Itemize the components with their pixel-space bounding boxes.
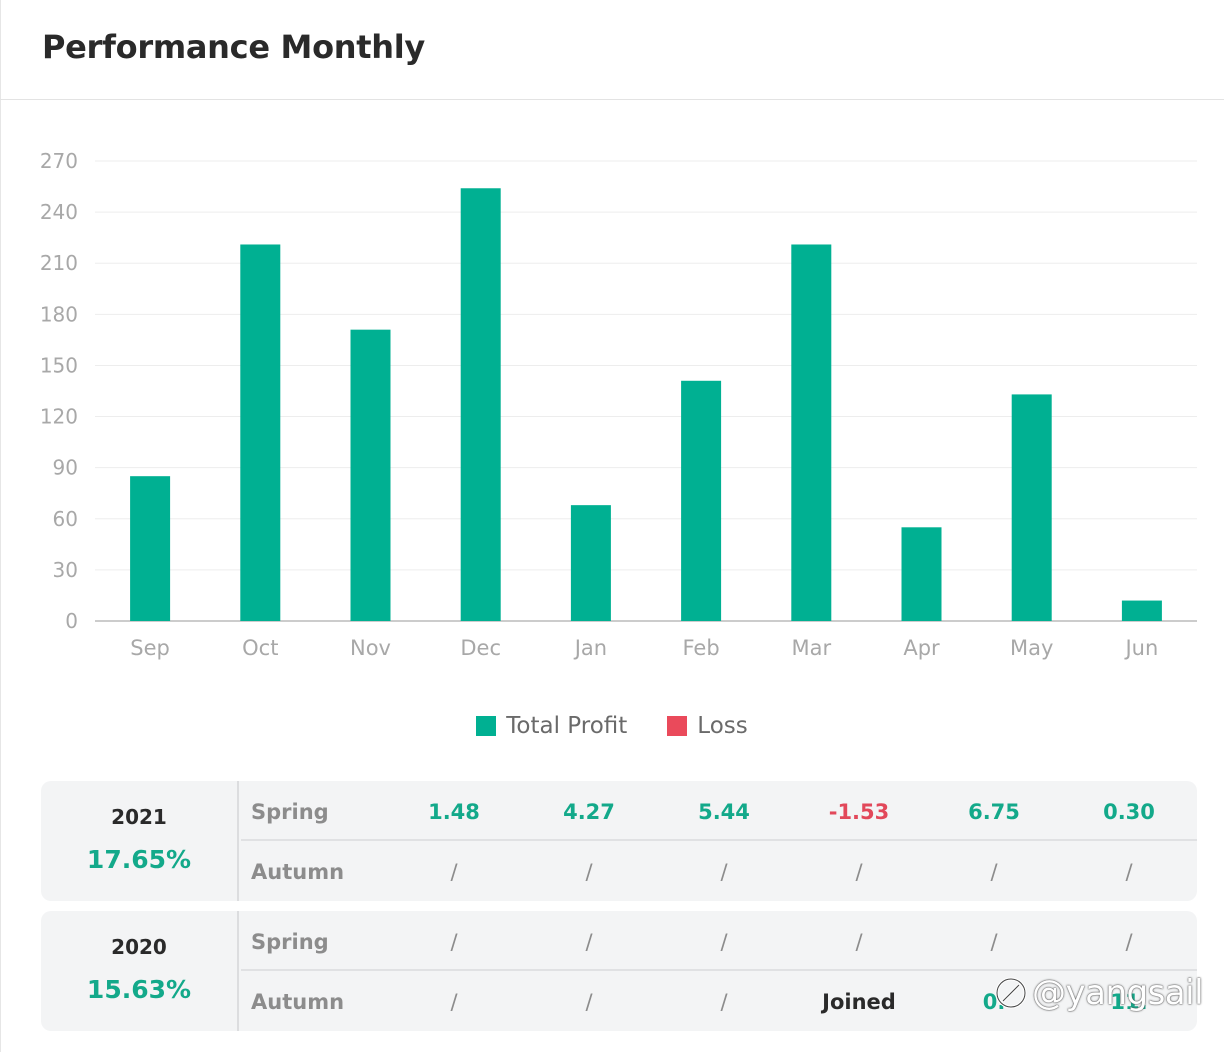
chart-legend: Total Profit Loss xyxy=(0,706,1224,746)
table-cell: 6.75 xyxy=(968,800,1020,824)
legend-item-total-profit[interactable]: Total Profit xyxy=(476,713,627,739)
season-label: Autumn xyxy=(251,860,345,884)
season-label: Autumn xyxy=(251,990,345,1014)
bar-feb xyxy=(681,380,722,621)
table-cell: / xyxy=(1125,930,1133,954)
table-cell: / xyxy=(450,860,458,884)
zhihu-logo-icon xyxy=(995,977,1027,1009)
table-cell: / xyxy=(855,860,863,884)
bar-oct xyxy=(240,244,281,621)
table-cell: 0.30 xyxy=(1103,800,1155,824)
table-cell: 0. xyxy=(982,990,1006,1014)
bar-mar xyxy=(791,244,832,621)
table-row-autumn: Autumn / / / / / / xyxy=(241,841,1197,901)
season-label: Spring xyxy=(251,930,329,954)
table-row-spring: Spring 1.48 4.27 5.44 -1.53 6.75 0.30 xyxy=(241,781,1197,841)
y-tick-label: 60 xyxy=(53,507,78,531)
bar-may xyxy=(1011,394,1052,621)
x-tick-label: Nov xyxy=(350,636,391,660)
legend-swatch-loss xyxy=(667,716,688,736)
x-tick-label: Jun xyxy=(1123,636,1158,660)
y-tick-label: 270 xyxy=(40,149,78,173)
table-cell: -1.53 xyxy=(828,800,890,824)
bar-dec xyxy=(460,188,501,621)
table-cell: / xyxy=(1125,860,1133,884)
y-tick-label: 30 xyxy=(53,558,78,582)
year-label: 2020 xyxy=(111,935,167,959)
bar-sep xyxy=(130,476,171,621)
x-tick-label: Feb xyxy=(683,636,720,660)
x-tick-label: Oct xyxy=(242,636,278,660)
bar-jan xyxy=(570,505,611,621)
table-cell: 1.48 xyxy=(428,800,480,824)
table-cell: 5.44 xyxy=(698,800,750,824)
table-cell: / xyxy=(720,930,728,954)
year-label: 2021 xyxy=(111,805,167,829)
y-tick-label: 210 xyxy=(40,251,78,275)
y-tick-label: 150 xyxy=(40,353,78,377)
x-tick-label: Dec xyxy=(460,636,501,660)
legend-label-loss: Loss xyxy=(697,713,748,739)
x-tick-label: May xyxy=(1010,636,1053,660)
y-tick-label: 240 xyxy=(40,200,78,224)
table-cell: / xyxy=(585,860,593,884)
monthly-bar-chart: 0 30 60 90 120 150 180 210 240 270 Sep Oct Nov Dec Jan… xyxy=(40,149,1197,660)
table-cell: / xyxy=(450,930,458,954)
bar-jun xyxy=(1121,600,1162,621)
legend-item-loss[interactable]: Loss xyxy=(667,713,748,739)
year-return-percent: 17.65% xyxy=(86,845,192,874)
season-label: Spring xyxy=(251,800,329,824)
y-tick-label: 0 xyxy=(65,609,78,633)
table-cell: 11. xyxy=(1110,990,1148,1014)
x-tick-label: Apr xyxy=(903,636,940,660)
legend-label-total-profit: Total Profit xyxy=(506,713,628,739)
table-row-spring: Spring / / / / / / xyxy=(241,911,1197,971)
table-cell: / xyxy=(450,990,458,1014)
year-cell: 2021 17.65% xyxy=(41,781,239,901)
legend-swatch-profit xyxy=(476,716,497,736)
x-tick-label: Mar xyxy=(791,636,831,660)
year-cell: 2020 15.63% xyxy=(41,911,239,1031)
table-row-autumn: Autumn / / / Joined 0. 11. xyxy=(241,971,1197,1031)
y-tick-label: 120 xyxy=(40,405,78,429)
watermark-text: @yangsail xyxy=(1032,973,1204,1013)
y-tick-label: 180 xyxy=(40,302,78,326)
table-cell: / xyxy=(720,860,728,884)
table-cell: / xyxy=(990,930,998,954)
year-table-2020: 2020 15.63% Spring / / / / / / Autumn / / / Join… xyxy=(41,911,1197,1031)
table-cell: / xyxy=(585,930,593,954)
x-tick-label: Jan xyxy=(573,636,607,660)
table-cell: / xyxy=(720,990,728,1014)
table-cell: Joined xyxy=(822,990,896,1014)
y-tick-label: 90 xyxy=(53,456,78,480)
table-cell: / xyxy=(990,860,998,884)
bar-apr xyxy=(901,527,942,621)
card-header: Performance Monthly xyxy=(0,0,1224,100)
page-title: Performance Monthly xyxy=(42,28,425,66)
x-tick-label: Sep xyxy=(130,636,170,660)
table-cell: 4.27 xyxy=(563,800,615,824)
bar-nov xyxy=(350,329,391,621)
watermark: @yangsail xyxy=(994,968,1204,1018)
year-return-percent: 15.63% xyxy=(86,975,192,1004)
year-table-2021: 2021 17.65% Spring 1.48 4.27 5.44 -1.53 6.75… xyxy=(41,781,1197,901)
table-cell: / xyxy=(855,930,863,954)
table-cell: / xyxy=(585,990,593,1014)
